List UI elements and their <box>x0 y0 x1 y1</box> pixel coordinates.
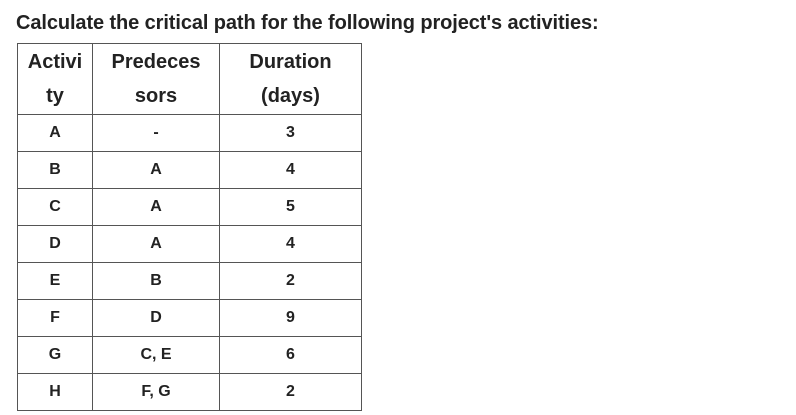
header-activity: Activi ty <box>17 43 93 115</box>
predecessors-cell: F, G <box>92 373 220 411</box>
activity-cell: F <box>17 299 93 337</box>
table-row: D A 4 <box>17 225 362 263</box>
table-row: B A 4 <box>17 151 362 189</box>
table-row: H F, G 2 <box>17 373 362 411</box>
duration-cell: 2 <box>219 373 362 411</box>
header-predecessors: Predeces sors <box>92 43 220 115</box>
predecessors-cell: C, E <box>92 336 220 374</box>
activity-cell: E <box>17 262 93 300</box>
table-row: C A 5 <box>17 188 362 226</box>
activity-cell: A <box>17 114 93 152</box>
duration-cell: 2 <box>219 262 362 300</box>
duration-cell: 5 <box>219 188 362 226</box>
activity-cell: D <box>17 225 93 263</box>
predecessors-cell: A <box>92 188 220 226</box>
header-duration: Duration (days) <box>219 43 362 115</box>
duration-cell: 9 <box>219 299 362 337</box>
duration-cell: 4 <box>219 225 362 263</box>
duration-cell: 4 <box>219 151 362 189</box>
predecessors-cell: B <box>92 262 220 300</box>
table-row: E B 2 <box>17 262 362 300</box>
predecessors-cell: - <box>92 114 220 152</box>
predecessors-cell: D <box>92 299 220 337</box>
duration-cell: 3 <box>219 114 362 152</box>
predecessors-cell: A <box>92 151 220 189</box>
activity-cell: H <box>17 373 93 411</box>
predecessors-cell: A <box>92 225 220 263</box>
activity-cell: G <box>17 336 93 374</box>
activity-table: Activi ty Predeces sors Duration (days) … <box>17 43 362 411</box>
table-row: G C, E 6 <box>17 336 362 374</box>
question-title: Calculate the critical path for the foll… <box>16 12 599 34</box>
duration-cell: 6 <box>219 336 362 374</box>
activity-cell: B <box>17 151 93 189</box>
table-row: A - 3 <box>17 114 362 152</box>
table-row: F D 9 <box>17 299 362 337</box>
activity-cell: C <box>17 188 93 226</box>
table-header-row: Activi ty Predeces sors Duration (days) <box>17 43 362 115</box>
